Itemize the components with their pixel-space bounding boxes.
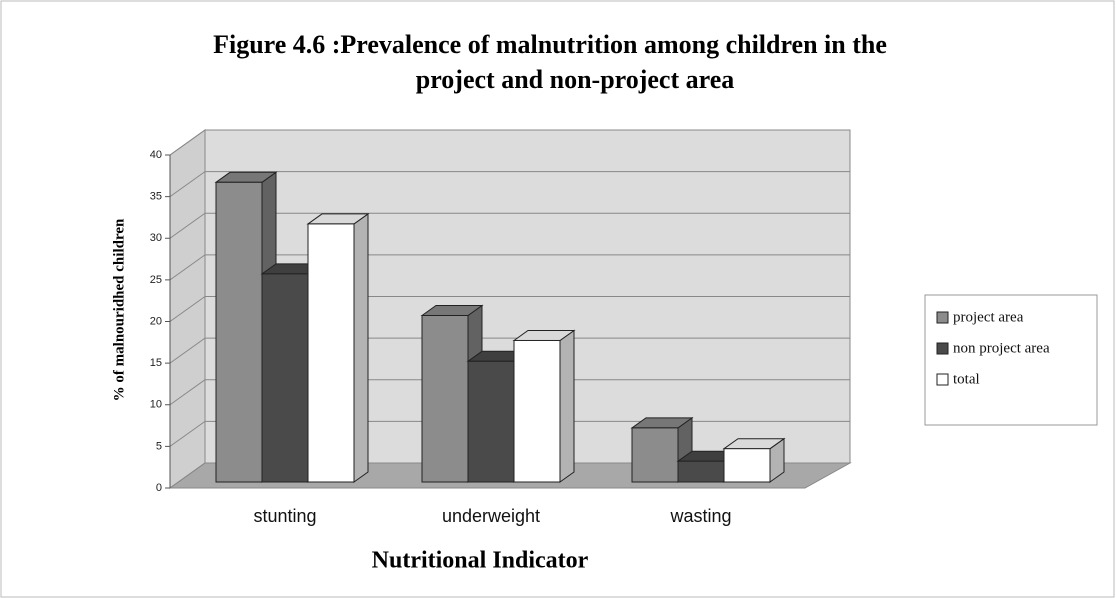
grid-line xyxy=(169,420,206,447)
grid-line xyxy=(169,129,206,156)
bar xyxy=(513,339,561,483)
bar-side xyxy=(353,212,369,483)
bar xyxy=(631,427,679,483)
x-axis-title: Nutritional Indicator xyxy=(372,548,589,574)
bar xyxy=(215,181,263,483)
grid-line xyxy=(169,254,206,281)
bar xyxy=(467,360,515,483)
legend-label: non project area xyxy=(953,340,1050,356)
legend-swatch xyxy=(936,342,949,355)
y-tick-label: 5 xyxy=(156,440,162,452)
grid-line xyxy=(169,379,206,406)
y-tick-label: 20 xyxy=(150,315,162,327)
grid-line xyxy=(169,171,206,198)
bar xyxy=(307,223,355,483)
y-tick-label: 30 xyxy=(150,232,162,244)
grid-line xyxy=(169,212,206,239)
x-tick-label: underweight xyxy=(442,506,540,526)
y-tick-label: 15 xyxy=(150,357,162,369)
bar xyxy=(421,315,469,483)
bar xyxy=(677,460,725,483)
legend-label: total xyxy=(953,371,980,387)
bar xyxy=(723,448,771,483)
chart-title: project and non-project area xyxy=(416,65,734,94)
y-axis-title: % of malnouridhed children xyxy=(111,218,127,401)
legend-swatch xyxy=(936,373,949,386)
bar xyxy=(261,273,309,483)
grid-line xyxy=(169,296,206,322)
legend-swatch xyxy=(936,311,949,324)
grid-line xyxy=(169,462,206,489)
y-tick-label: 40 xyxy=(150,149,162,161)
grid-line xyxy=(169,337,206,364)
legend xyxy=(924,294,1098,426)
y-tick-label: 10 xyxy=(150,399,162,411)
y-tick-label: 25 xyxy=(150,274,162,286)
y-tick-label: 35 xyxy=(150,191,162,203)
legend-label: project area xyxy=(953,309,1024,325)
x-tick-label: wasting xyxy=(669,506,731,526)
y-tick-label: 0 xyxy=(156,482,162,494)
chart-title: Figure 4.6 :Prevalence of malnutrition a… xyxy=(213,30,887,59)
x-tick-label: stunting xyxy=(253,506,316,526)
bar-side xyxy=(559,329,575,483)
